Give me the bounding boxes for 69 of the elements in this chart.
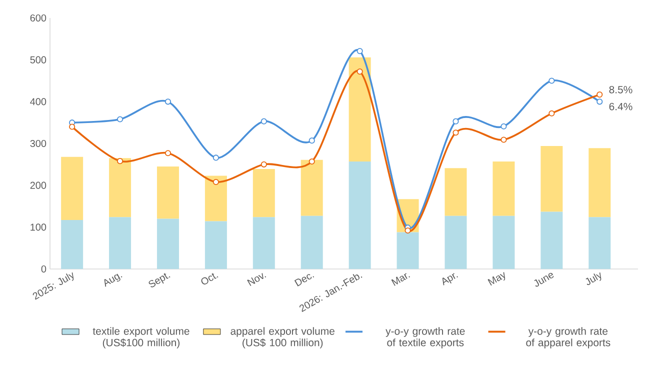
x-tick-label: Sept.	[148, 273, 170, 288]
point	[69, 124, 76, 130]
x-tick-label: June	[534, 272, 554, 287]
bar	[348, 57, 371, 162]
x-tick-label: Dec.	[294, 274, 314, 286]
bar	[444, 216, 467, 269]
x-tick-label: Oct.	[201, 273, 218, 284]
x-tick-label: July	[586, 272, 602, 286]
x-tick-label: Apr.	[442, 273, 458, 286]
y-tick-label: 600	[30, 14, 46, 22]
annotation: 8.5%	[609, 86, 632, 94]
bar	[588, 148, 611, 218]
bar	[204, 221, 227, 269]
y-tick-label: 0	[41, 265, 46, 273]
bar	[156, 218, 179, 269]
point	[404, 227, 411, 234]
y-tick-label: 500	[30, 56, 46, 64]
point	[212, 178, 219, 186]
point	[116, 158, 124, 164]
bar	[540, 212, 563, 269]
point	[356, 48, 363, 54]
point	[260, 161, 267, 168]
bar	[109, 217, 132, 269]
bar	[348, 161, 371, 269]
bar	[492, 216, 515, 269]
point	[452, 130, 459, 136]
bar	[156, 166, 179, 219]
bar	[300, 216, 323, 269]
y-tick-label: 300	[30, 140, 46, 148]
point	[308, 158, 315, 165]
point	[596, 92, 603, 98]
point	[260, 118, 267, 124]
point	[452, 118, 459, 124]
point	[548, 110, 555, 116]
bar	[61, 156, 84, 220]
bar	[396, 232, 419, 269]
annotation: 6.4%	[609, 102, 632, 110]
point	[596, 98, 603, 105]
bar	[300, 160, 323, 216]
point	[164, 150, 172, 156]
x-tick-label: Nov.	[247, 273, 266, 286]
bar	[252, 217, 275, 269]
bar	[492, 161, 515, 216]
y-tick-label: 100	[30, 224, 46, 231]
x-tick-label: Aug.	[104, 274, 122, 287]
bar	[444, 168, 467, 216]
bar	[252, 169, 275, 218]
point	[212, 154, 219, 161]
point	[116, 116, 124, 122]
bar	[204, 176, 227, 222]
point	[548, 78, 555, 84]
legend-label: textile export volume (US$100 million)	[92, 327, 190, 348]
legend-label: y-o-y growth rate of apparel exports	[526, 327, 610, 348]
point	[500, 123, 507, 130]
x-tick-label: Mar.	[391, 273, 410, 286]
point	[356, 68, 363, 75]
point	[164, 98, 172, 105]
bar	[61, 220, 84, 269]
bar	[540, 146, 563, 212]
bar	[588, 217, 611, 269]
y-tick-label: 400	[30, 98, 46, 106]
bar	[109, 158, 132, 218]
legend-label: apparel export volume (US$ 100 million)	[230, 327, 334, 348]
x-tick-label: 2025: July	[32, 272, 74, 300]
y-tick-label: 200	[30, 182, 46, 189]
point	[500, 136, 507, 143]
x-tick-label: May	[488, 272, 506, 286]
point	[308, 138, 315, 144]
legend-label: y-o-y growth rate of textile exports	[386, 327, 465, 348]
